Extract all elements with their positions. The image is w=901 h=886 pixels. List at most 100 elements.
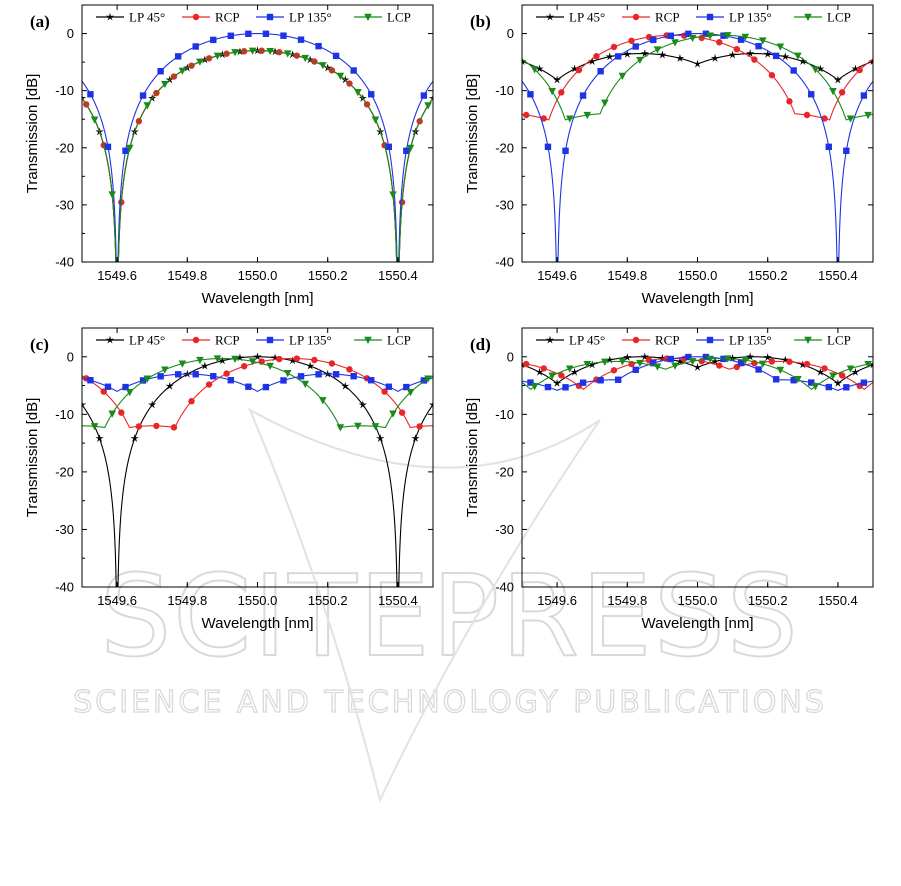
- data-point: [245, 30, 252, 38]
- data-point: [758, 360, 767, 368]
- y-tick-label: -40: [55, 255, 74, 270]
- data-point: [728, 50, 737, 59]
- x-axis-label: Wavelength [nm]: [642, 615, 754, 632]
- data-point: [825, 383, 832, 391]
- series-lp-45: [522, 352, 873, 387]
- data-point: [523, 360, 530, 368]
- data-point: [693, 59, 702, 68]
- data-point: [781, 355, 790, 364]
- legend-entry-lp-135: LP 135°: [729, 10, 772, 25]
- data-point: [161, 80, 169, 89]
- x-tick-label: 1549.6: [97, 268, 137, 283]
- series-lcp: [522, 355, 873, 391]
- data-point: [135, 423, 143, 430]
- data-point: [153, 422, 160, 430]
- data-point: [535, 367, 544, 376]
- series-rcp: [522, 32, 873, 122]
- data-point: [196, 356, 204, 365]
- data-point: [706, 355, 714, 363]
- data-point: [575, 66, 583, 74]
- data-point: [118, 409, 125, 416]
- data-point: [87, 91, 94, 98]
- panel-a: 1549.6 1549.8 1550.0 1550.2 1550.4 0 -10 -20 -30…: [24, 4, 434, 307]
- data-point: [293, 355, 301, 362]
- data-point: [706, 32, 714, 40]
- x-tick-label: 1549.6: [537, 593, 577, 608]
- data-point: [108, 410, 116, 418]
- data-point: [565, 365, 574, 373]
- data-point: [143, 102, 152, 110]
- x-tick-label: 1550.2: [748, 593, 788, 608]
- data-point: [618, 72, 627, 81]
- y-axis-label: Transmission [dB]: [464, 74, 481, 193]
- data-point: [650, 359, 657, 367]
- data-point: [632, 366, 639, 374]
- y-tick-label: -30: [55, 522, 74, 537]
- data-point: [108, 191, 116, 199]
- x-tick-label: 1549.8: [167, 593, 207, 608]
- data-point: [161, 366, 169, 374]
- data-point: [178, 360, 187, 368]
- data-point: [157, 68, 164, 75]
- data-point: [403, 383, 410, 391]
- series-lp-45: [522, 49, 873, 84]
- y-tick-label: 0: [67, 349, 74, 364]
- legend-entry-lp-135: LP 135°: [289, 333, 332, 348]
- data-point: [104, 383, 112, 390]
- data-point: [266, 362, 274, 371]
- plot-area: [81, 4, 434, 263]
- legend-entry-rcp: RCP: [655, 10, 680, 25]
- data-point: [846, 115, 855, 123]
- data-point: [856, 66, 863, 74]
- legend-marker-lcp: [804, 13, 812, 21]
- data-point: [658, 50, 667, 59]
- x-tick-label: 1550.4: [378, 593, 418, 608]
- series-rcp: [82, 355, 433, 431]
- y-axis-label: Transmission [dB]: [464, 398, 481, 517]
- data-point: [562, 384, 569, 391]
- data-point: [751, 56, 758, 63]
- legend-marker-rcp: [192, 336, 200, 344]
- legend-entry-lp-45: LP 45°: [569, 333, 605, 348]
- data-point: [597, 377, 604, 384]
- panel-d: 1549.6 1549.8 1550.0 1550.2 1550.4 0 -10 -20 -30…: [464, 327, 874, 632]
- data-point: [772, 376, 780, 383]
- data-point: [688, 358, 697, 366]
- y-tick-label: 0: [67, 26, 74, 41]
- legend-marker-lp-135: [266, 336, 274, 344]
- data-point: [205, 381, 213, 388]
- data-point: [540, 365, 547, 372]
- data-point: [702, 353, 710, 361]
- data-point: [354, 422, 362, 430]
- data-point: [588, 360, 597, 369]
- data-point: [716, 39, 723, 46]
- data-point: [125, 389, 134, 397]
- data-point: [227, 377, 235, 384]
- panel-label: (b): [470, 12, 491, 31]
- data-point: [623, 353, 632, 361]
- data-point: [601, 358, 609, 366]
- data-point: [868, 360, 873, 369]
- data-point: [240, 363, 248, 370]
- data-point: [200, 361, 210, 370]
- data-point: [368, 91, 375, 98]
- x-tick-label: 1550.0: [678, 268, 718, 283]
- legend-entry-rcp: RCP: [215, 333, 240, 348]
- data-point: [527, 91, 534, 98]
- data-point: [790, 377, 797, 384]
- data-point: [376, 434, 385, 443]
- data-point: [165, 381, 174, 390]
- data-point: [597, 68, 604, 75]
- data-point: [548, 87, 556, 96]
- series-lcp: [522, 32, 873, 123]
- data-point: [174, 53, 182, 60]
- data-point: [588, 57, 597, 66]
- y-tick-label: -10: [495, 83, 514, 98]
- legend-marker-lp-45: [545, 335, 555, 344]
- data-point: [640, 352, 650, 361]
- legend-marker-rcp: [632, 336, 640, 344]
- data-point: [846, 365, 855, 373]
- data-point: [262, 383, 270, 391]
- data-point: [688, 34, 697, 43]
- data-point: [403, 147, 410, 154]
